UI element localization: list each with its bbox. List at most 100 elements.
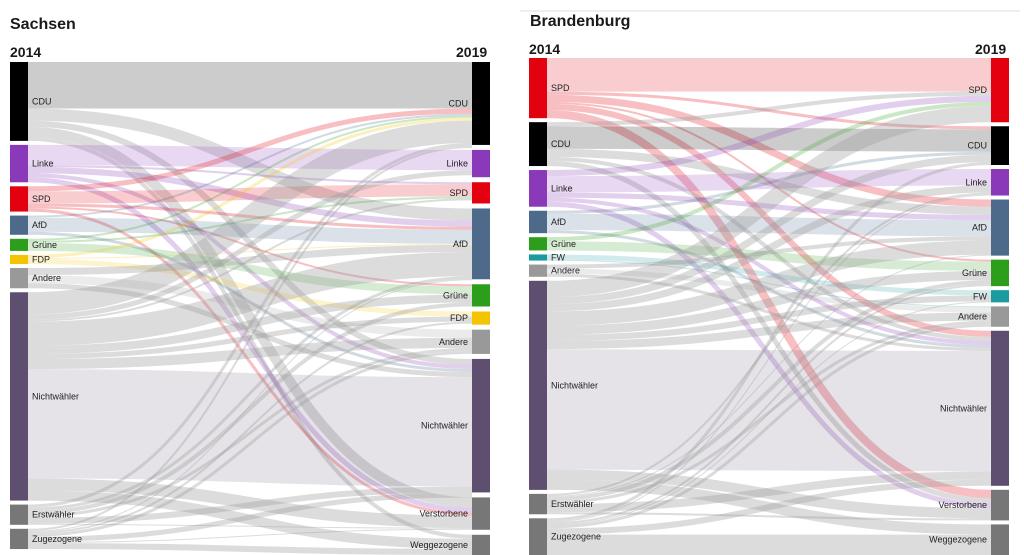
flow-nichtwaehler-to-andere (546, 312, 992, 350)
flow-erstwaehler-to-verstorbene (546, 512, 992, 521)
node-left-linke (10, 144, 28, 183)
flow-andere-to-andere (546, 268, 992, 313)
flow-cdu-to-verstorbene (546, 160, 992, 504)
flow-cdu-to-afd (546, 148, 992, 215)
flow-spd-to-gruene (546, 101, 992, 262)
node-label-right-spd: SPD (449, 188, 468, 198)
node-left-fw (529, 254, 547, 261)
flow-linke-to-nichtwaehler (546, 197, 992, 346)
flow-fw-to-fw (546, 254, 992, 296)
node-label-left-cdu: CDU (551, 139, 571, 149)
sankey-diagram: CDU Linke SPD AfD Grüne FDP Andere Nichtwähler E… (10, 61, 490, 555)
node-label-right-verstorbene: Verstorbene (938, 500, 987, 510)
flow-cdu-to-cdu (546, 126, 992, 152)
flow-nichtwaehler-to-weggezogene (27, 490, 473, 549)
node-left-nichtwaehler (529, 280, 547, 490)
node-left-erstwaehler (529, 493, 547, 515)
flow-fdp-to-fdp (27, 258, 473, 317)
node-label-right-fdp: FDP (450, 313, 468, 323)
left-year-label: 2014 (529, 41, 561, 57)
node-left-fdp (10, 254, 28, 265)
flow-afd-to-afd (546, 213, 992, 237)
node-label-left-afd: AfD (32, 220, 48, 230)
node-right-fw (991, 290, 1009, 303)
node-left-zugezogene (529, 518, 547, 555)
node-label-right-gruene: Grüne (962, 268, 987, 278)
node-label-left-fw: FW (551, 253, 565, 263)
flow-linke-to-linke (27, 144, 473, 171)
flow-andere-to-nichtwaehler (546, 273, 992, 352)
flow-erstwaehler-to-gruene (546, 280, 992, 502)
node-right-verstorbene (472, 497, 490, 530)
sankey-panel-sachsen: Sachsen 2014 2019 CDU Linke SPD AfD Grüne FDP… (10, 16, 490, 555)
flow-erstwaehler-to-afd (27, 276, 473, 511)
node-left-andere (10, 268, 28, 289)
node-label-left-cdu: CDU (32, 96, 52, 106)
node-label-right-linke: Linke (965, 177, 987, 187)
flow-linke-to-linke (546, 169, 992, 193)
node-left-nichtwaehler (10, 292, 28, 501)
flow-nichtwaehler-to-cdu (546, 154, 992, 305)
node-label-right-cdu: CDU (968, 141, 988, 151)
node-label-left-spd: SPD (32, 194, 51, 204)
chart-title: Brandenburg (530, 13, 631, 30)
flow-zugezogene-to-weggezogene (27, 542, 473, 555)
flow-linke-to-spd (546, 95, 992, 177)
node-label-right-gruene: Grüne (443, 290, 468, 300)
node-right-afd (472, 208, 490, 280)
node-right-andere (472, 329, 490, 354)
flow-andere-to-andere (27, 275, 473, 338)
flows-group (546, 57, 992, 555)
node-label-left-andere: Andere (32, 273, 61, 283)
flow-gruene-to-spd (546, 101, 992, 242)
node-label-right-nichtwaehler: Nichtwähler (421, 421, 468, 431)
flow-afd-to-cdu (546, 151, 992, 214)
flow-erstwaehler-to-andere (27, 347, 473, 518)
flow-spd-to-afd (27, 203, 473, 230)
flow-cdu-to-nichtwaehler (546, 156, 992, 341)
flow-zugezogene-to-verstorbene (27, 528, 473, 543)
node-label-left-spd: SPD (551, 83, 570, 93)
node-label-right-afd: AfD (972, 223, 988, 233)
flow-nichtwaehler-to-gruene (27, 294, 473, 354)
flow-nichtwaehler-to-cdu (27, 120, 473, 315)
node-right-nichtwaehler (991, 330, 1009, 486)
node-right-linke (472, 149, 490, 178)
flow-nichtwaehler-to-spd (27, 198, 473, 322)
flow-zugezogene-to-afd (27, 279, 473, 532)
node-right-weggezogene (991, 524, 1009, 555)
node-left-gruene (10, 238, 28, 251)
flow-erstwaehler-to-andere (546, 320, 992, 505)
node-label-left-gruene: Grüne (32, 240, 57, 250)
node-label-right-fw: FW (973, 291, 987, 301)
flow-nichtwaehler-to-spd (546, 105, 992, 298)
flow-andere-to-nichtwaehler (27, 283, 473, 378)
node-label-right-spd: SPD (968, 85, 987, 95)
panel-divider (520, 10, 1020, 12)
node-left-spd (10, 186, 28, 212)
flow-linke-to-afd (546, 192, 992, 220)
flow-nichtwaehler-to-verstorbene (546, 469, 992, 519)
flow-nichtwaehler-to-andere (27, 337, 473, 370)
flow-gruene-to-cdu (27, 115, 473, 241)
sankey-panel-brandenburg: Brandenburg 2014 2019 SPD CDU Linke AfD Grün… (520, 0, 1024, 555)
flow-fw-to-andere (546, 259, 992, 308)
flows-group (27, 61, 473, 555)
flow-nichtwaehler-to-linke (546, 185, 992, 312)
right-year-label: 2019 (975, 41, 1007, 57)
node-label-right-weggezogene: Weggezogene (929, 535, 987, 545)
node-right-linke (991, 169, 1009, 196)
node-label-right-cdu: CDU (449, 98, 469, 108)
flow-zugezogene-to-nichtwaehler (27, 492, 473, 542)
flow-erstwaehler-to-nichtwaehler (546, 471, 992, 513)
flow-nichtwaehler-to-fw (546, 295, 992, 341)
node-left-zugezogene (10, 528, 28, 550)
flow-gruene-to-gruene (546, 241, 992, 271)
node-right-gruene (991, 259, 1009, 287)
node-label-left-andere: Andere (551, 266, 580, 276)
flow-gruene-to-spd (27, 196, 473, 243)
flow-cdu-to-weggezogene (27, 136, 473, 539)
flow-spd-to-nichtwaehler (546, 103, 992, 337)
sankey-diagram: SPD CDU Linke AfD Grüne FW Andere Nichtwähler Er… (529, 57, 1009, 555)
flow-linke-to-verstorbene (27, 177, 473, 513)
